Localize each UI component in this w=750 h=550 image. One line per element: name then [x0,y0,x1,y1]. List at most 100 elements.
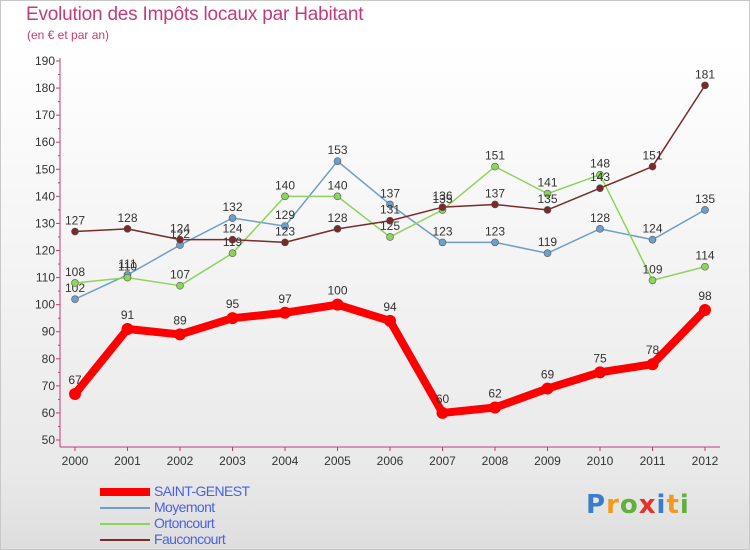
x-tick-label: 2004 [272,454,299,468]
data-point-moyemont [648,235,657,244]
data-point-ortoncourt [176,281,184,290]
y-tick-label: 190 [35,54,55,68]
x-tick-label: 2007 [429,454,456,468]
data-label-ortoncourt: 108 [65,265,85,279]
data-label-fauconcourt: 143 [590,170,610,184]
data-point-ortoncourt [71,279,79,287]
logo-letter: t [666,490,680,520]
data-label-saint-genest: 69 [541,368,555,382]
data-point-saint-genest [226,312,239,325]
legend: SAINT-GENEST Moyemont Ortoncourt Fauconcour… [100,483,400,548]
data-point-fauconcourt [648,162,657,171]
x-tick-label: 2001 [114,454,141,468]
data-point-saint-genest [489,401,501,414]
data-label-ortoncourt: 151 [485,149,505,163]
data-point-ortoncourt [701,262,709,271]
legend-swatch-ortoncourt [100,523,150,525]
data-label-ortoncourt: 125 [380,219,400,233]
data-point-ortoncourt [648,276,657,285]
x-tick-label: 2009 [534,454,561,468]
logo-letter: P [586,490,607,520]
data-label-saint-genest: 94 [383,300,397,314]
data-label-saint-genest: 67 [68,373,82,387]
legend-label-moyemont: Moyemont [154,499,215,515]
data-point-moyemont [281,222,289,230]
data-point-fauconcourt [491,200,499,209]
data-point-moyemont [228,214,237,222]
data-point-saint-genest [331,298,344,311]
logo-letter: i [656,490,667,520]
data-label-moyemont: 111 [118,257,137,271]
chart-subtitle: (en € et par an) [27,28,110,42]
logo-letter: i [679,490,690,520]
data-label-moyemont: 153 [327,143,347,157]
data-point-saint-genest [121,323,134,336]
data-point-fauconcourt [438,203,447,211]
data-point-moyemont [596,225,604,233]
data-point-saint-genest [646,358,659,371]
data-point-fauconcourt [281,238,289,247]
data-point-fauconcourt [386,216,394,225]
data-point-fauconcourt [123,225,132,233]
x-tick-label: 2010 [587,454,614,468]
data-point-saint-genest [436,406,449,419]
data-label-saint-genest: 100 [327,284,347,298]
data-label-ortoncourt: 107 [170,268,190,282]
data-point-ortoncourt [386,233,394,241]
data-label-saint-genest: 97 [278,292,292,306]
legend-swatch-moyemont [100,507,150,509]
data-label-ortoncourt: 140 [327,178,347,192]
data-point-ortoncourt [123,273,132,282]
data-label-saint-genest: 60 [436,392,450,406]
data-label-fauconcourt: 181 [695,67,715,81]
x-tick-label: 2006 [377,454,404,468]
data-point-ortoncourt [596,170,604,179]
data-point-fauconcourt [701,81,709,90]
data-label-fauconcourt: 128 [327,211,347,225]
data-point-ortoncourt [281,192,289,201]
data-label-ortoncourt: 140 [275,178,295,192]
legend-label-saint-genest: SAINT-GENEST [154,483,250,499]
y-tick-label: 110 [36,271,55,285]
data-label-ortoncourt: 114 [695,249,714,263]
logo-letter: r [606,490,620,520]
data-point-ortoncourt [228,249,237,258]
data-label-ortoncourt: 141 [537,176,557,190]
legend-item-saint-genest: SAINT-GENEST [100,483,400,500]
y-tick-label: 130 [35,216,55,230]
data-label-fauconcourt: 128 [117,211,137,225]
logo-letter: o [619,490,639,520]
data-point-ortoncourt [543,189,552,198]
data-label-moyemont: 102 [65,281,85,295]
data-point-moyemont [386,200,394,209]
x-tick-label: 2002 [167,454,194,468]
data-label-moyemont: 135 [695,192,715,206]
data-point-saint-genest [69,387,81,400]
data-point-saint-genest [699,304,711,317]
data-label-fauconcourt: 124 [170,222,190,236]
data-label-fauconcourt: 136 [432,189,452,203]
legend-swatch-fauconcourt [100,539,150,541]
data-label-ortoncourt: 148 [590,157,610,171]
data-point-fauconcourt [333,225,342,233]
data-label-fauconcourt: 151 [642,149,662,163]
data-point-fauconcourt [228,235,237,244]
y-tick-label: 80 [42,352,56,366]
y-tick-label: 180 [35,81,55,95]
data-label-moyemont: 123 [432,224,452,238]
proxiti-logo: Proxiti [586,490,690,520]
data-point-saint-genest [174,328,186,341]
data-point-fauconcourt [543,206,552,214]
legend-swatch-saint-genest [100,488,150,496]
data-point-moyemont [333,157,342,165]
data-point-moyemont [491,238,499,247]
y-tick-label: 50 [42,433,56,447]
data-point-fauconcourt [596,184,604,193]
data-point-fauconcourt [71,227,79,236]
y-tick-label: 90 [42,325,56,339]
data-point-saint-genest [279,306,291,319]
x-tick-label: 2003 [219,454,246,468]
y-tick-label: 170 [35,108,55,122]
legend-label-ortoncourt: Ortoncourt [154,515,215,531]
